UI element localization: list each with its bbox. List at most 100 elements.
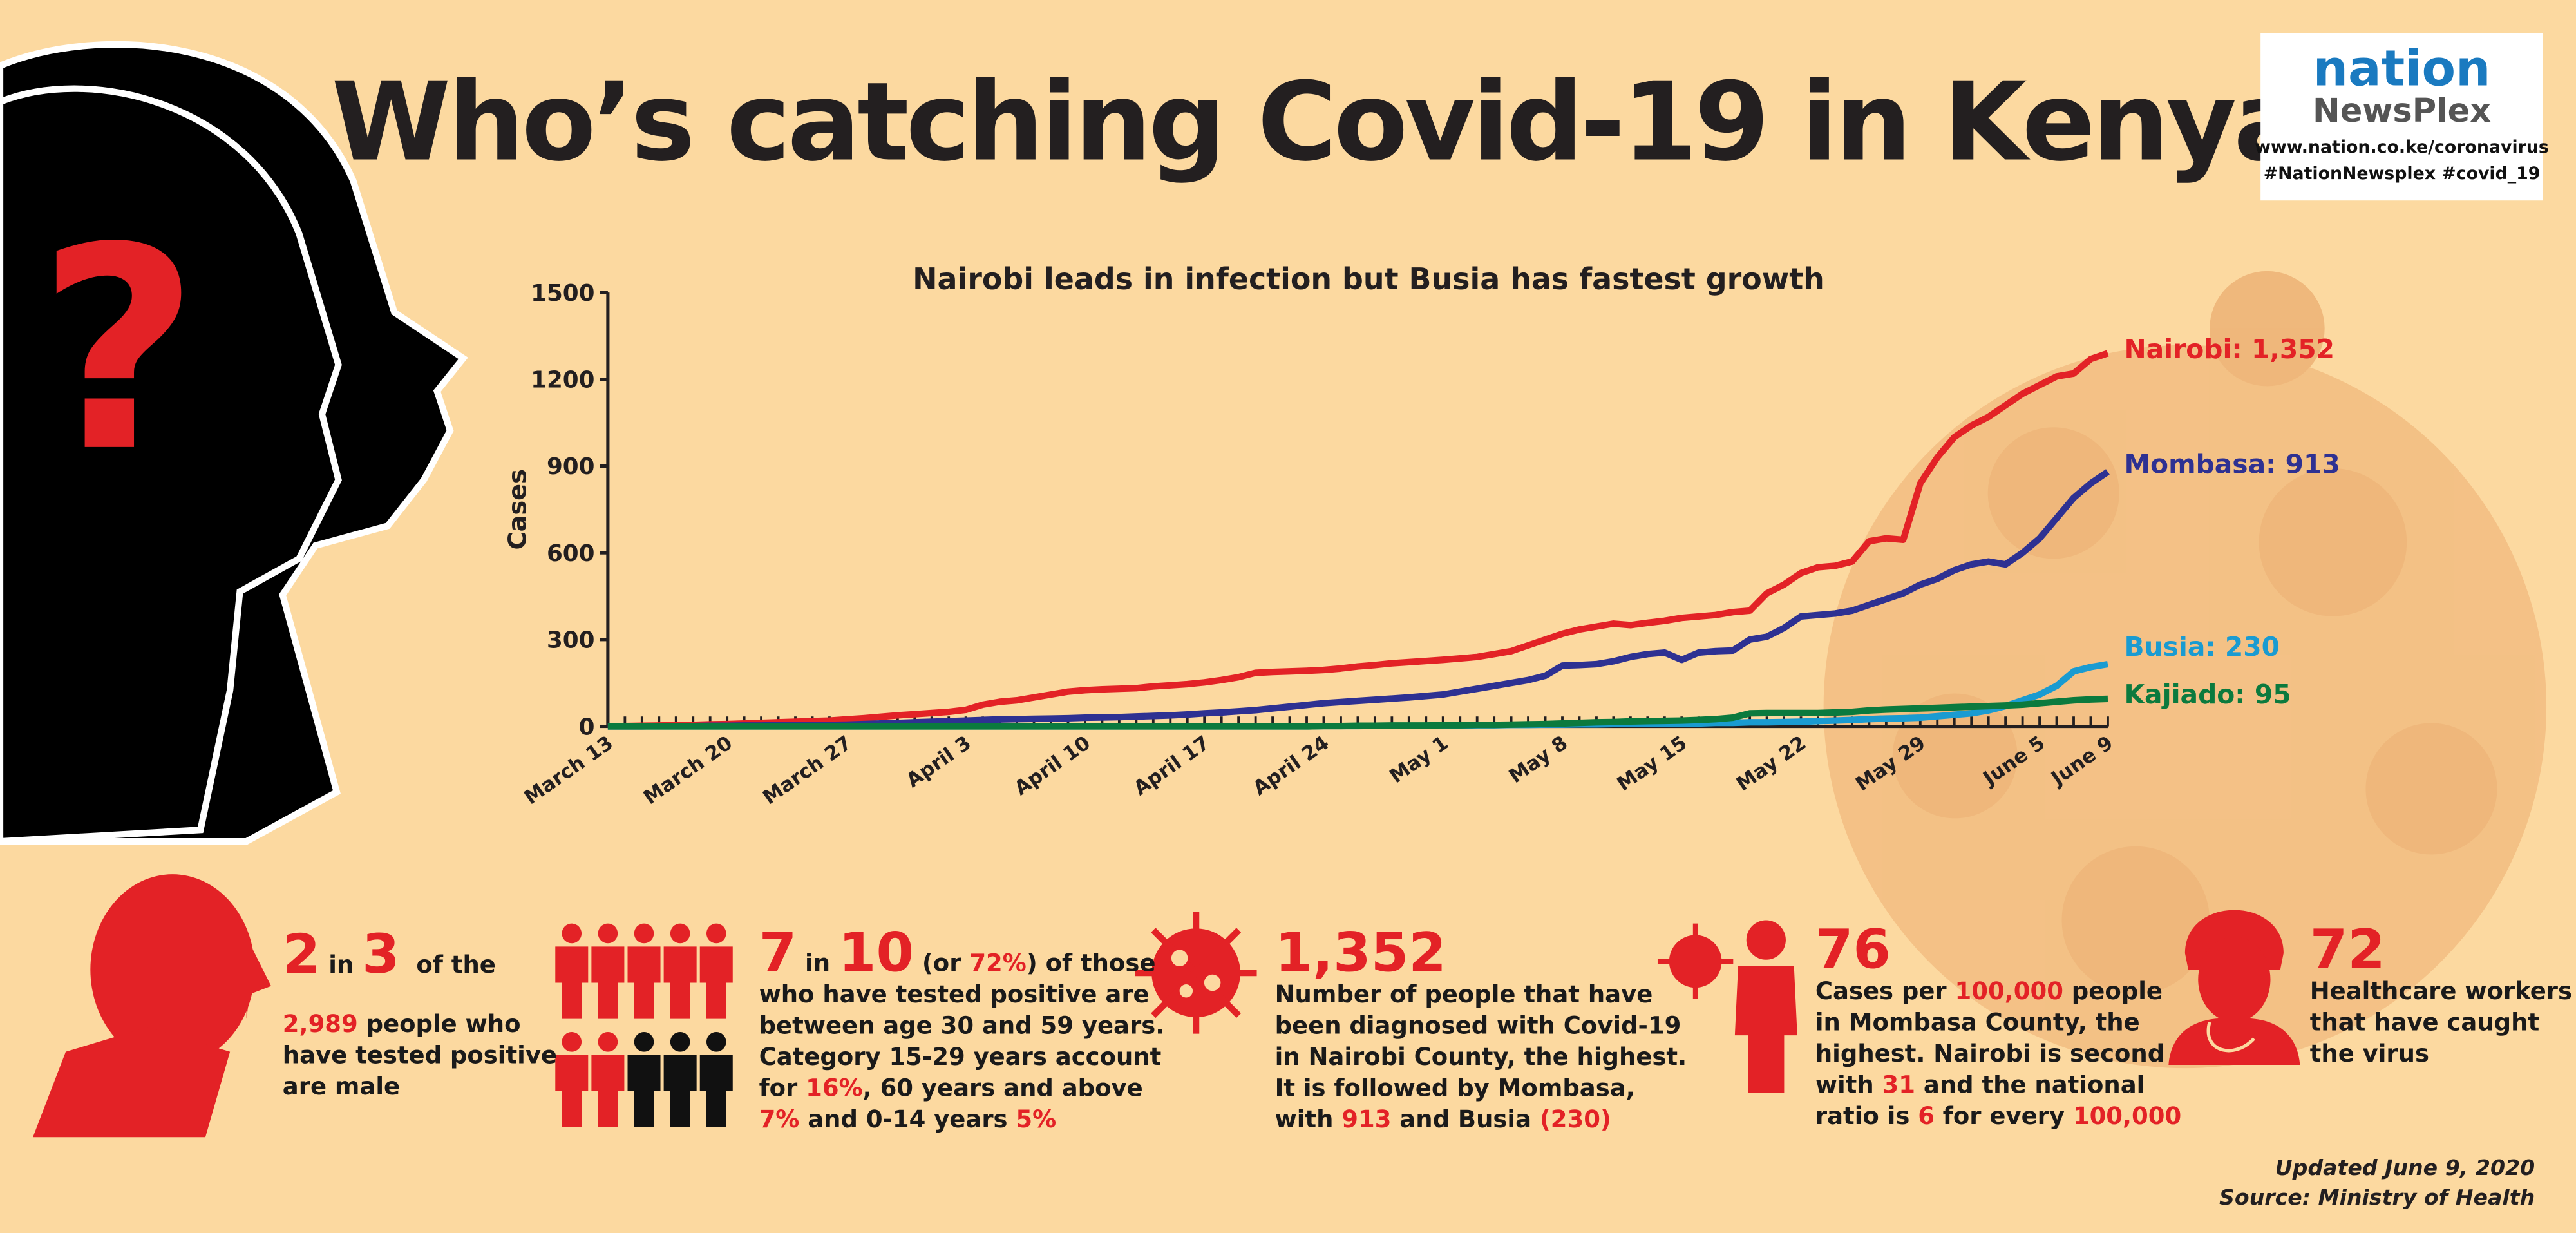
stat-text: that have caught [2310, 1008, 2539, 1036]
question-mark: ? [37, 188, 200, 513]
stat-highlight: 100,000 [1955, 977, 2063, 1005]
stat-text: people who [358, 1010, 521, 1038]
stat-line: that have caught [2310, 1008, 2539, 1036]
stat-line: in Nairobi County, the highest. [1275, 1043, 1687, 1071]
stat-text: ratio is [1815, 1102, 1918, 1130]
icon-head [1746, 920, 1786, 960]
stat-line: 72 [2310, 918, 2385, 981]
stat-highlight: 100,000 [2073, 1102, 2181, 1130]
icon-shoulders [2168, 1018, 2300, 1066]
icon-person-body [591, 1055, 625, 1127]
stat-text: Cases per [1815, 977, 1955, 1005]
stat-text: and Busia [1391, 1105, 1539, 1133]
series-line [607, 350, 2109, 730]
y-axis-label: Cases [503, 469, 532, 550]
stat-text: , 60 years and above [863, 1075, 1143, 1102]
stat-line: 7% and 0-14 years 5% [759, 1105, 1057, 1133]
virus-spike [2210, 271, 2325, 387]
y-tick-label: 300 [547, 627, 595, 654]
icon-health-worker [2168, 910, 2300, 1066]
stat-line: Category 15-29 years account [759, 1043, 1162, 1071]
stat-text: between age 30 and 59 years. [759, 1012, 1165, 1040]
icon-person-body [627, 946, 661, 1019]
virus-spike [2061, 846, 2210, 995]
stat-line: with 31 and the national [1815, 1071, 2145, 1098]
stat-text: for [759, 1075, 806, 1102]
logo-url: www.nation.co.ke/coronavirus [2255, 137, 2549, 157]
stat-highlight: 2,989 [283, 1010, 358, 1038]
stat-text: for every [1935, 1102, 2073, 1130]
stat-text: and the national [1915, 1071, 2145, 1098]
icon-people [555, 923, 733, 1127]
stat-highlight: 72% [969, 950, 1027, 977]
stat-text: people [2063, 977, 2163, 1005]
stat-text: in Nairobi County, the highest. [1275, 1043, 1687, 1071]
stat-highlight: 6 [1918, 1102, 1935, 1130]
stats: 2 in 3 of the 2,989 people who have tested… [283, 918, 2572, 1133]
icon-head [2198, 937, 2271, 1022]
stat-text: Number of people that have [1275, 980, 1653, 1008]
stat-number: 1,352 [1275, 921, 1446, 984]
icon-person-head [562, 1032, 582, 1052]
stat-text: of the [400, 951, 496, 979]
series-label: Busia: 230 [2124, 631, 2280, 662]
icon-person-head [598, 923, 618, 944]
stat-text: with [1815, 1071, 1882, 1098]
chart-subtitle: Nairobi leads in infection but Busia has… [913, 262, 1824, 296]
icon-stethoscope [2206, 1022, 2255, 1053]
stat-text: ) of those [1027, 950, 1156, 977]
stat-text: It is followed by Mombasa, [1275, 1075, 1635, 1102]
logo-top: nation [2313, 41, 2491, 98]
icon-head [90, 874, 255, 1066]
stat-highlight: 913 [1341, 1105, 1391, 1133]
series-label: Mombasa: 913 [2124, 449, 2340, 480]
icon-person-head [670, 923, 690, 944]
stat-line: 2 in 3 of the [283, 922, 496, 986]
icon-virus-dot [1204, 974, 1221, 991]
icon-person-head [634, 1032, 654, 1052]
icon-male [33, 874, 271, 1138]
virus-backdrop [1823, 271, 2547, 1069]
stat-text: are male [283, 1073, 400, 1100]
virus-body [1823, 345, 2547, 1069]
stat-text: with [1275, 1105, 1342, 1133]
stat-text: in [320, 951, 362, 979]
stat-text: have tested positive [283, 1041, 557, 1069]
stat-text: Category 15-29 years account [759, 1043, 1162, 1071]
icon-person-body [663, 1055, 697, 1127]
stat-line: in Mombasa County, the [1815, 1008, 2140, 1036]
stat-text: (or [914, 950, 969, 977]
stat-line: between age 30 and 59 years. [759, 1012, 1165, 1040]
virus-spike [2259, 468, 2407, 616]
y-tick-label: 900 [547, 454, 595, 480]
footer-updated: Updated June 9, 2020 [2275, 1155, 2535, 1180]
stat-line: the virus [2310, 1040, 2429, 1067]
icon-virus [1135, 912, 1257, 1034]
stat-line: been diagnosed with Covid-19 [1275, 1012, 1681, 1040]
icon-person-body [663, 946, 697, 1019]
series-line [607, 695, 2108, 730]
icon-person-body [699, 1055, 733, 1127]
stat-number: 76 [1815, 918, 1891, 981]
stat-number: 7 [759, 921, 797, 984]
stat-number: 3 [362, 922, 400, 986]
stat-number: 72 [2310, 918, 2385, 981]
icon-person-body [627, 1055, 661, 1127]
icon-person-head [706, 923, 726, 944]
stat-highlight: 31 [1882, 1071, 1915, 1098]
stat-line: for 16%, 60 years and above [759, 1075, 1143, 1102]
series-label: Nairobi: 1,352 [2124, 334, 2334, 365]
stat-text: and 0-14 years [799, 1105, 1016, 1133]
stat-text: in Mombasa County, the [1815, 1008, 2140, 1036]
virus-spike [2365, 723, 2497, 855]
series-label: Kajiado: 95 [2124, 679, 2291, 710]
footer-source: Source: Ministry of Health [2219, 1185, 2535, 1210]
stat-line: 2,989 people who [283, 1010, 521, 1038]
stat-line: are male [283, 1073, 400, 1100]
icon-person-head [706, 1032, 726, 1052]
page-title: Who’s catching Covid-19 in Kenya? [332, 59, 2363, 185]
stat-line: It is followed by Mombasa, [1275, 1075, 1635, 1102]
